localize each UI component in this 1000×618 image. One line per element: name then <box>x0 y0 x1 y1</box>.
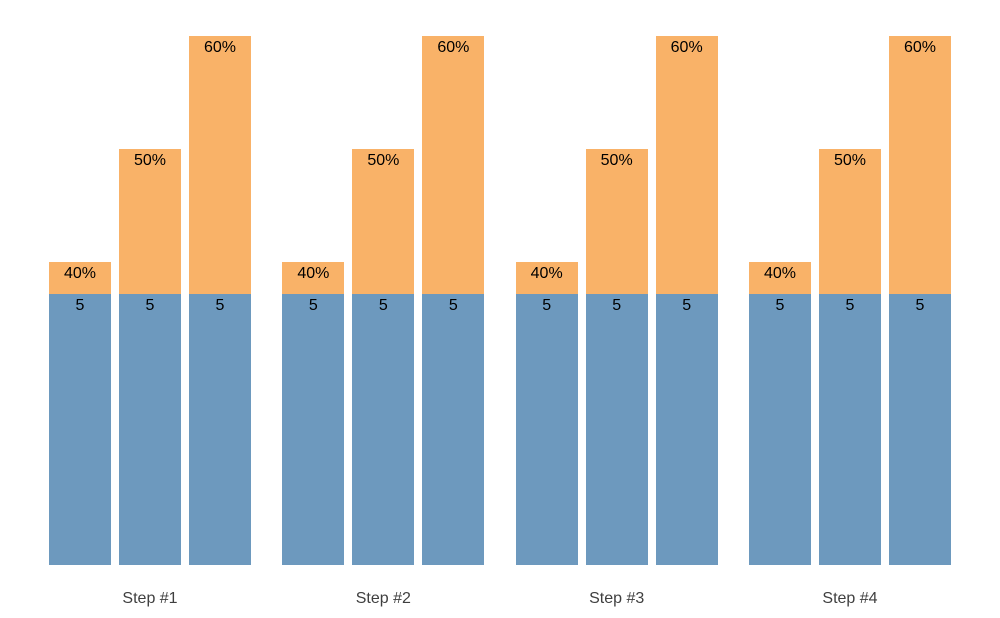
percent-segment-label: 40% <box>63 265 97 282</box>
bar-1-60%: 60% 5 <box>189 36 251 565</box>
percent-segment: 50% <box>585 149 648 294</box>
base-segment-label: 5 <box>75 297 85 314</box>
percent-segment: 60% <box>422 36 485 294</box>
base-segment-label: 5 <box>542 297 552 314</box>
base-segment: 5 <box>119 294 181 565</box>
percent-segment-label: 50% <box>833 152 866 169</box>
percent-segment-label: 60% <box>670 39 703 56</box>
percent-segment: 50% <box>352 149 415 294</box>
base-segment: 5 <box>352 294 415 565</box>
bar-4-50%: 50% 5 <box>818 149 881 565</box>
percent-segment: 40% <box>49 262 111 294</box>
bar-2-60%: 60% 5 <box>422 36 485 565</box>
base-segment-label: 5 <box>915 297 925 314</box>
percent-segment: 60% <box>189 36 251 294</box>
bar-3-40%: 40% 5 <box>515 262 578 565</box>
percent-segment-label: 50% <box>367 152 400 169</box>
percent-segment: 40% <box>748 262 811 294</box>
base-segment: 5 <box>282 294 345 565</box>
percent-segment: 50% <box>119 149 181 294</box>
base-segment: 5 <box>748 294 811 565</box>
base-segment: 5 <box>818 294 881 565</box>
category-label-step-3: Step #3 <box>589 590 645 607</box>
percent-segment-label: 40% <box>297 265 330 282</box>
percent-segment-label: 40% <box>530 265 563 282</box>
percent-segment-label: 50% <box>600 152 633 169</box>
bar-2-40%: 40% 5 <box>282 262 345 565</box>
bar-4-40%: 40% 5 <box>748 262 811 565</box>
percent-segment-label: 50% <box>133 152 167 169</box>
percent-segment-label: 40% <box>763 265 796 282</box>
bar-2-50%: 50% 5 <box>352 149 415 565</box>
base-segment-label: 5 <box>308 297 318 314</box>
base-segment-label: 5 <box>682 297 692 314</box>
percent-segment: 60% <box>655 36 718 294</box>
base-segment-label: 5 <box>378 297 388 314</box>
category-label-step-4: Step #4 <box>822 590 878 607</box>
percent-segment: 60% <box>888 36 951 294</box>
base-segment-label: 5 <box>448 297 458 314</box>
base-segment-label: 5 <box>612 297 622 314</box>
percent-segment: 40% <box>515 262 578 294</box>
category-label-step-1: Step #1 <box>122 590 178 607</box>
bar-3-50%: 50% 5 <box>585 149 648 565</box>
base-segment-label: 5 <box>215 297 225 314</box>
percent-segment: 40% <box>282 262 345 294</box>
percent-segment: 50% <box>818 149 881 294</box>
bar-1-40%: 40% 5 <box>49 262 111 565</box>
bar-4-60%: 60% 5 <box>888 36 951 565</box>
category-label-step-2: Step #2 <box>355 590 411 607</box>
percent-segment-label: 60% <box>203 39 237 56</box>
percent-segment-label: 60% <box>903 39 936 56</box>
base-segment-label: 5 <box>775 297 785 314</box>
percent-segment-label: 60% <box>437 39 470 56</box>
base-segment: 5 <box>515 294 578 565</box>
base-segment: 5 <box>49 294 111 565</box>
base-segment-label: 5 <box>845 297 855 314</box>
base-segment: 5 <box>585 294 648 565</box>
base-segment-label: 5 <box>145 297 155 314</box>
base-segment: 5 <box>655 294 718 565</box>
bar-1-50%: 50% 5 <box>119 149 181 565</box>
base-segment: 5 <box>189 294 251 565</box>
base-segment: 5 <box>888 294 951 565</box>
base-segment: 5 <box>422 294 485 565</box>
bar-3-60%: 60% 5 <box>655 36 718 565</box>
